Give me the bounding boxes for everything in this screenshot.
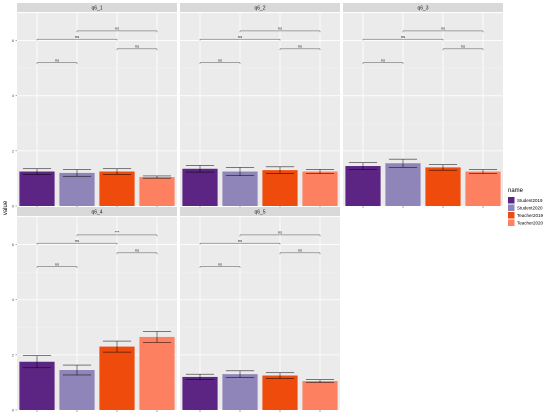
significance-bracket bbox=[199, 38, 281, 41]
panel-strip-title: q6_4 bbox=[91, 209, 102, 215]
significance-bracket bbox=[362, 38, 444, 41]
significance-bracket bbox=[36, 62, 78, 65]
significance-bracket bbox=[36, 266, 78, 269]
y-tick-label: 0 bbox=[12, 204, 15, 209]
significance-label: ns bbox=[298, 44, 302, 49]
legend-label-Student2020: Student2020 bbox=[517, 205, 543, 210]
y-tick-label: 4 bbox=[12, 93, 15, 98]
panels: q6_1 0 2 4 6 ns ns ns ns q6_2ns ns ns ns q6_3ns ns ns ns… bbox=[12, 3, 503, 413]
bar-Student2020 bbox=[59, 370, 95, 410]
legend-key-Student2020 bbox=[508, 204, 515, 211]
bar-Student2019 bbox=[182, 168, 218, 206]
bar-Teacher2020 bbox=[139, 336, 175, 410]
significance-label: ns bbox=[115, 26, 119, 31]
bar-Student2019 bbox=[19, 171, 55, 206]
significance-bracket bbox=[76, 30, 158, 33]
panel-strip-title: q6_1 bbox=[91, 5, 102, 11]
significance-label: ns bbox=[135, 248, 139, 253]
significance-bracket bbox=[279, 252, 321, 255]
significance-label: ns bbox=[238, 34, 242, 39]
panel-q6_1: q6_1 0 2 4 6 ns ns ns ns bbox=[12, 3, 177, 209]
legend-key-Teacher2020 bbox=[508, 219, 515, 226]
significance-bracket bbox=[199, 242, 281, 245]
y-tick-label: 2 bbox=[12, 352, 15, 357]
y-tick-label: 4 bbox=[12, 297, 15, 302]
significance-label: ns bbox=[218, 261, 222, 266]
significance-label: ns bbox=[238, 238, 242, 243]
bar-Student2020 bbox=[59, 172, 95, 206]
panel-strip-title: q6_5 bbox=[254, 209, 265, 215]
y-tick-label: 0 bbox=[12, 408, 15, 413]
significance-bracket bbox=[116, 48, 158, 51]
panel-strip bbox=[17, 3, 177, 12]
significance-bracket bbox=[239, 234, 321, 237]
bar-Student2019 bbox=[19, 361, 55, 410]
significance-label: ns bbox=[135, 44, 139, 49]
y-axis-title: value bbox=[3, 200, 9, 215]
bar-Student2019 bbox=[182, 376, 218, 410]
legend-label-Teacher2020: Teacher2020 bbox=[517, 220, 544, 225]
bar-Student2020 bbox=[385, 163, 421, 206]
significance-label: *** bbox=[115, 230, 120, 235]
significance-label: ns bbox=[75, 238, 79, 243]
significance-bracket bbox=[76, 234, 158, 237]
significance-label: ns bbox=[75, 34, 79, 39]
bar-Student2020 bbox=[222, 171, 258, 206]
panel-q6_4: q6_4 0 2 4 6 ns ns *** ns bbox=[12, 207, 177, 413]
significance-label: ns bbox=[381, 57, 385, 62]
bar-Teacher2019 bbox=[99, 171, 135, 206]
bar-Teacher2019 bbox=[262, 170, 298, 206]
legend-label-Teacher2019: Teacher2019 bbox=[517, 213, 544, 218]
legend-items: Student2019 Student2020 Teacher2019 Teacher… bbox=[508, 197, 544, 226]
legend: name Student2019 Student2020 Teacher2019 Te… bbox=[508, 188, 544, 226]
panel-strip-title: q6_2 bbox=[254, 5, 265, 11]
significance-bracket bbox=[279, 48, 321, 51]
significance-bracket bbox=[239, 30, 321, 33]
bar-Teacher2019 bbox=[425, 167, 461, 206]
significance-label: ns bbox=[441, 26, 445, 31]
y-tick-label: 6 bbox=[12, 242, 15, 247]
panel-strip bbox=[17, 207, 177, 216]
significance-label: ns bbox=[461, 44, 465, 49]
significance-label: ns bbox=[218, 57, 222, 62]
significance-label: ns bbox=[55, 57, 59, 62]
significance-label: ns bbox=[55, 261, 59, 266]
panel-strip bbox=[180, 3, 340, 12]
legend-key-Student2019 bbox=[508, 197, 515, 204]
significance-bracket bbox=[402, 30, 484, 33]
legend-key-Teacher2019 bbox=[508, 212, 515, 219]
significance-bracket bbox=[116, 252, 158, 255]
bar-Teacher2020 bbox=[302, 381, 338, 410]
panel-q6_5: q6_5ns ns ns ns bbox=[180, 207, 340, 412]
panel-q6_3: q6_3ns ns ns ns bbox=[343, 3, 503, 208]
bar-Teacher2020 bbox=[465, 171, 501, 206]
significance-label: ns bbox=[278, 26, 282, 31]
bar-Teacher2020 bbox=[139, 177, 175, 206]
significance-bracket bbox=[442, 48, 484, 51]
bar-Teacher2019 bbox=[99, 346, 135, 410]
significance-bracket bbox=[36, 38, 118, 41]
y-tick-label: 2 bbox=[12, 148, 15, 153]
bar-Student2020 bbox=[222, 374, 258, 410]
significance-bracket bbox=[199, 266, 241, 269]
panel-strip bbox=[343, 3, 503, 12]
significance-bracket bbox=[36, 242, 118, 245]
panel-strip bbox=[180, 207, 340, 216]
significance-label: ns bbox=[401, 34, 405, 39]
panel-q6_2: q6_2ns ns ns ns bbox=[180, 3, 340, 208]
significance-bracket bbox=[199, 62, 241, 65]
significance-label: ns bbox=[298, 248, 302, 253]
bar-Student2019 bbox=[345, 166, 381, 206]
significance-label: ns bbox=[278, 230, 282, 235]
bar-Teacher2020 bbox=[302, 171, 338, 206]
legend-title: name bbox=[508, 188, 524, 194]
significance-bracket bbox=[362, 62, 404, 65]
y-tick-label: 6 bbox=[12, 38, 15, 43]
bar-Teacher2019 bbox=[262, 375, 298, 410]
panel-strip-title: q6_3 bbox=[417, 5, 428, 11]
legend-label-Student2019: Student2019 bbox=[517, 198, 543, 203]
